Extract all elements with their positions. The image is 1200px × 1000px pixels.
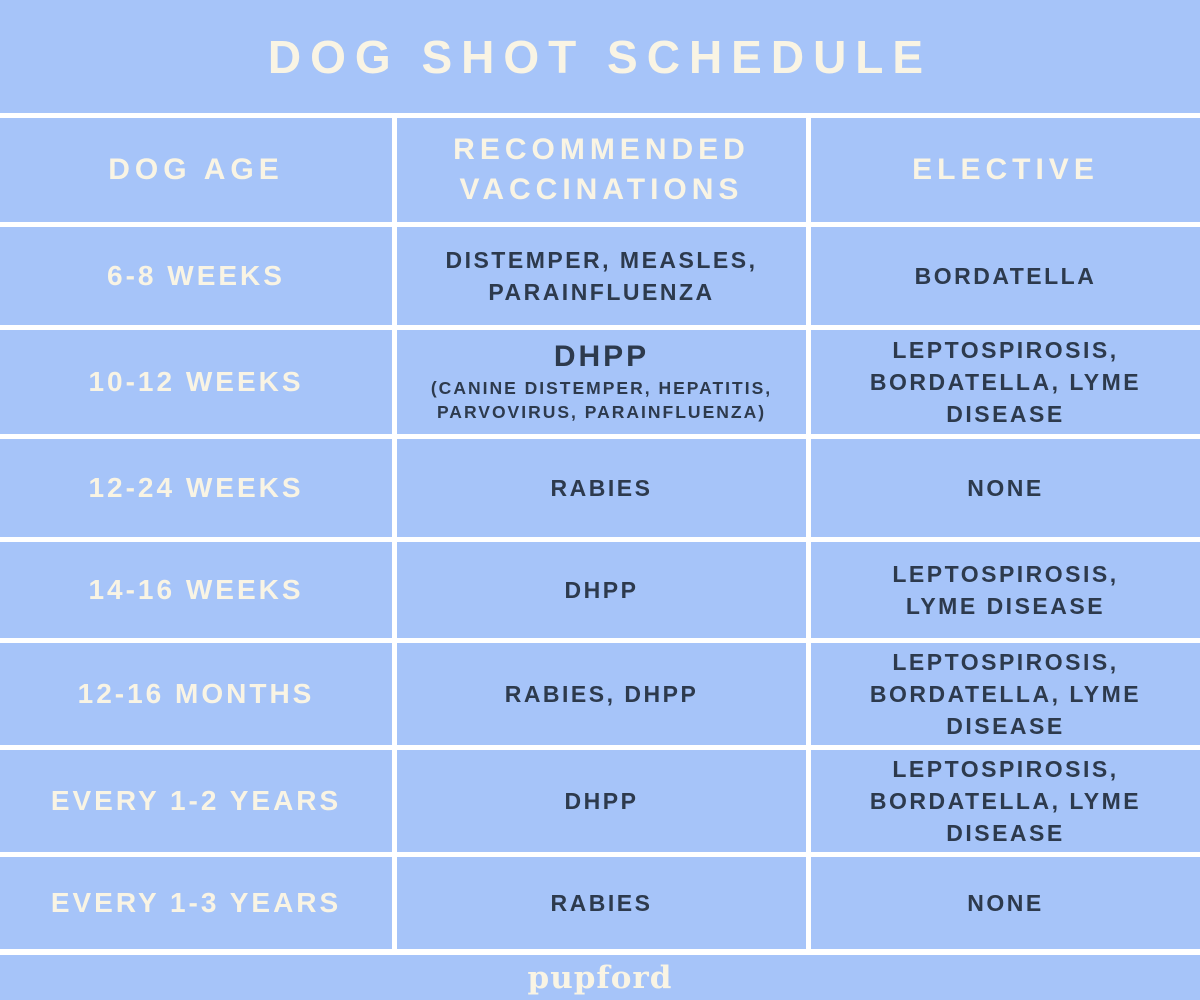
elective-cell: NONE xyxy=(811,439,1200,537)
vaccine-name: DHPP xyxy=(553,339,650,373)
pupford-logo: pupford xyxy=(527,959,673,996)
age-cell: 14-16 WEEKS xyxy=(0,542,392,638)
recommended-cell: DHPP xyxy=(397,542,806,638)
header-dog-age: DOG AGE xyxy=(0,118,392,222)
elective-cell: LEPTOSPIROSIS, BORDATELLA, LYME DISEASE xyxy=(811,643,1200,745)
divider-top xyxy=(0,113,1200,118)
elective-cell: NONE xyxy=(811,857,1200,949)
footer: pupford xyxy=(0,955,1200,1000)
recommended-cell: RABIES, DHPP xyxy=(397,643,806,745)
elective-cell: LEPTOSPIROSIS, BORDATELLA, LYME DISEASE xyxy=(811,330,1200,434)
shot-schedule-table: DOG AGE RECOMMENDED VACCINATIONS ELECTIV… xyxy=(0,118,1200,949)
recommended-cell: RABIES xyxy=(397,857,806,949)
age-cell: EVERY 1-3 YEARS xyxy=(0,857,392,949)
vaccine-note: (CANINE DISTEMPER, HEPATITIS, PARVOVIRUS… xyxy=(430,378,773,422)
divider-bottom xyxy=(0,949,1200,955)
age-cell: 6-8 WEEKS xyxy=(0,227,392,325)
header-recommended-vaccinations: RECOMMENDED VACCINATIONS xyxy=(397,118,806,222)
elective-cell: BORDATELLA xyxy=(811,227,1200,325)
age-cell: 12-16 MONTHS xyxy=(0,643,392,745)
header-elective: ELECTIVE xyxy=(811,118,1200,222)
title-band: DOG SHOT SCHEDULE xyxy=(0,0,1200,113)
recommended-cell: DISTEMPER, MEASLES, PARAINFLUENZA xyxy=(397,227,806,325)
elective-cell: LEPTOSPIROSIS, LYME DISEASE xyxy=(811,542,1200,638)
page-title: DOG SHOT SCHEDULE xyxy=(267,30,933,83)
recommended-cell: RABIES xyxy=(397,439,806,537)
recommended-cell: DHPP xyxy=(397,750,806,852)
age-cell: EVERY 1-2 YEARS xyxy=(0,750,392,852)
age-cell: 10-12 WEEKS xyxy=(0,330,392,434)
age-cell: 12-24 WEEKS xyxy=(0,439,392,537)
elective-cell: LEPTOSPIROSIS, BORDATELLA, LYME DISEASE xyxy=(811,750,1200,852)
recommended-cell: DHPP (CANINE DISTEMPER, HEPATITIS, PARVO… xyxy=(397,330,806,434)
